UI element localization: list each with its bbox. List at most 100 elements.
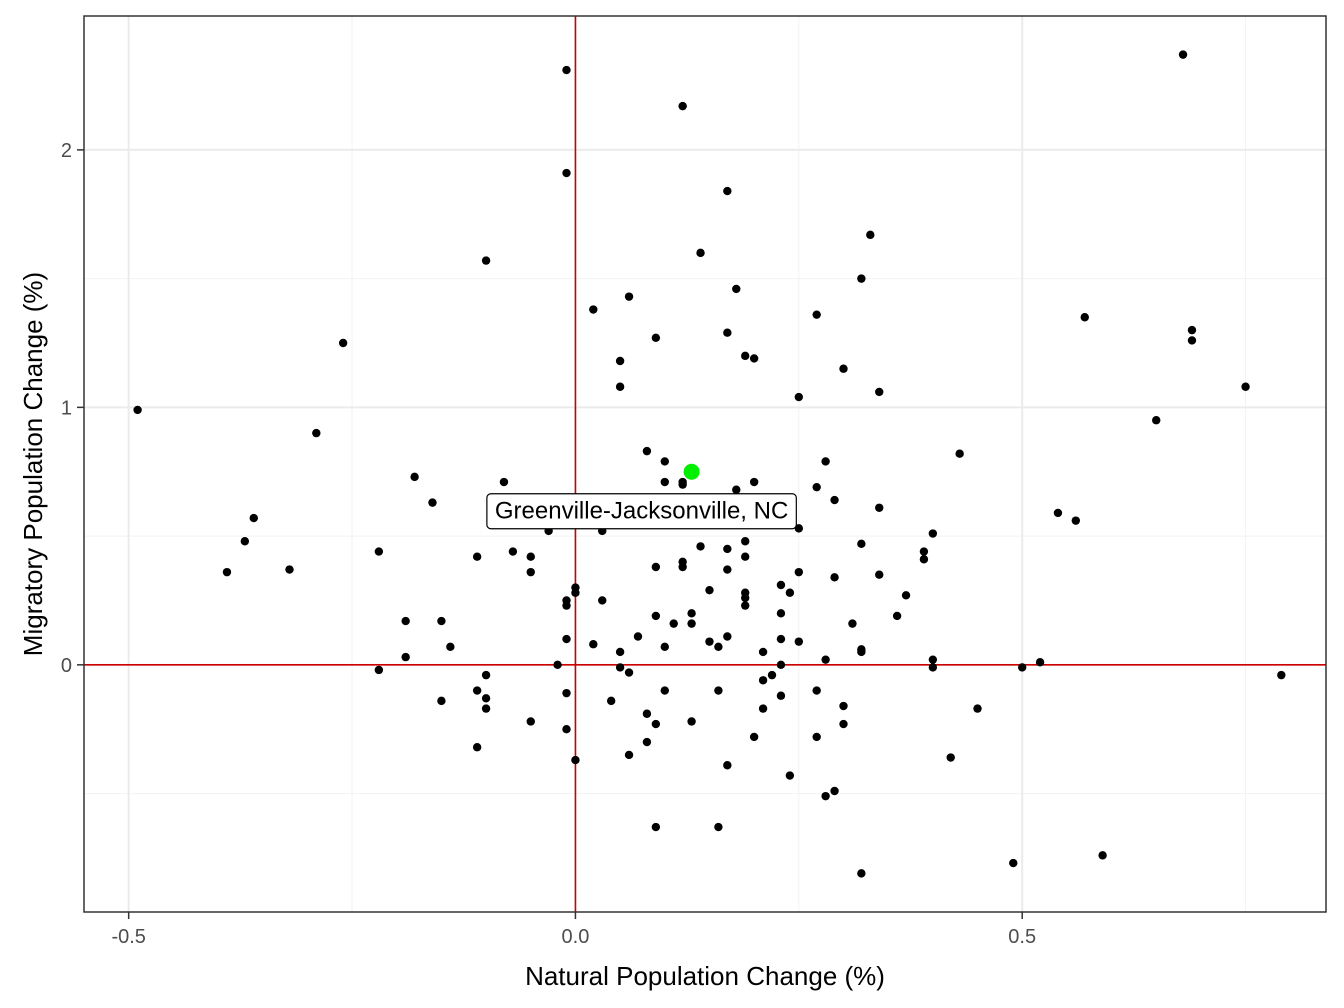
- data-point: [1277, 670, 1286, 680]
- data-point: [857, 647, 866, 657]
- data-point: [705, 637, 714, 646]
- data-point: [741, 593, 750, 603]
- data-point: [669, 619, 678, 628]
- data-point: [642, 737, 652, 747]
- data-point: [955, 449, 964, 458]
- x-tick-label: -0.5: [111, 926, 145, 948]
- data-point: [1053, 508, 1063, 518]
- data-point: [446, 642, 455, 652]
- data-point: [615, 647, 625, 657]
- axis-layer: -0.5 0.0 0.5 0 1 2: [61, 140, 1036, 948]
- highlight-label-box: [486, 493, 797, 530]
- data-point: [696, 248, 705, 258]
- data-point: [794, 392, 804, 402]
- data-point: [410, 472, 419, 482]
- data-point: [714, 686, 723, 695]
- highlight-layer: Greenville-Jacksonville, NC: [486, 463, 797, 530]
- data-point: [1035, 658, 1045, 667]
- data-point: [624, 668, 634, 677]
- data-point: [794, 637, 804, 646]
- panel-border: [83, 15, 1327, 913]
- data-point: [741, 552, 750, 561]
- data-point: [526, 717, 535, 726]
- data-point: [776, 660, 786, 670]
- data-point: [687, 619, 696, 628]
- data-point: [615, 663, 625, 672]
- data-point: [678, 101, 687, 111]
- data-point: [1080, 313, 1089, 322]
- data-point: [562, 65, 571, 75]
- data-point: [1187, 325, 1197, 335]
- data-point: [821, 655, 830, 664]
- data-point: [562, 168, 571, 178]
- data-point: [794, 567, 804, 577]
- data-point: [401, 652, 410, 662]
- data-point: [714, 642, 723, 652]
- data-point: [437, 696, 446, 706]
- data-point: [776, 634, 786, 644]
- data-point: [1018, 663, 1027, 672]
- data-point: [660, 457, 669, 466]
- data-point: [553, 660, 562, 670]
- data-point: [526, 567, 535, 577]
- data-point: [598, 596, 607, 605]
- data-point: [749, 732, 759, 742]
- data-point: [741, 601, 750, 610]
- data-point: [794, 524, 804, 533]
- data-point: [606, 696, 616, 706]
- data-point: [830, 786, 839, 796]
- data-point: [589, 305, 598, 314]
- data-point: [767, 670, 777, 680]
- data-point: [758, 647, 768, 657]
- data-point: [687, 717, 696, 726]
- points-layer: [133, 50, 1286, 878]
- x-tick-label: 0.0: [562, 926, 590, 948]
- data-point: [812, 732, 821, 742]
- data-point: [830, 495, 839, 505]
- data-point: [589, 640, 598, 649]
- data-point: [660, 477, 669, 487]
- data-point: [651, 611, 661, 621]
- data-point: [249, 513, 258, 523]
- data-point: [776, 580, 786, 590]
- data-point: [338, 338, 348, 348]
- data-point: [928, 529, 938, 538]
- data-point: [812, 686, 821, 695]
- data-point: [785, 588, 795, 597]
- data-point: [758, 676, 768, 685]
- data-point: [714, 822, 723, 832]
- data-point: [1098, 851, 1107, 860]
- data-point: [749, 354, 759, 363]
- data-point: [615, 382, 625, 391]
- data-point: [928, 655, 938, 664]
- highlight-point: [683, 463, 700, 480]
- data-point: [285, 565, 294, 574]
- data-point: [973, 704, 982, 713]
- data-point: [848, 619, 857, 628]
- data-point: [642, 709, 652, 718]
- data-point: [526, 552, 535, 561]
- data-point: [1241, 382, 1250, 391]
- data-point: [758, 704, 768, 713]
- data-point: [660, 642, 669, 652]
- data-point: [312, 428, 321, 438]
- data-point: [919, 555, 929, 564]
- data-point: [812, 310, 821, 319]
- data-point: [437, 616, 446, 626]
- data-point: [651, 822, 661, 832]
- data-point: [839, 364, 848, 373]
- data-point: [776, 609, 786, 618]
- data-point: [732, 284, 741, 294]
- data-point: [901, 591, 911, 600]
- data-point: [651, 719, 661, 729]
- data-point: [830, 573, 839, 582]
- data-point: [428, 498, 437, 507]
- data-point: [481, 256, 491, 265]
- data-point: [705, 585, 714, 595]
- data-point: [1071, 516, 1081, 525]
- data-point: [481, 694, 491, 703]
- data-point: [678, 562, 687, 572]
- data-point: [928, 663, 938, 672]
- data-point: [472, 686, 482, 695]
- data-point: [821, 457, 830, 466]
